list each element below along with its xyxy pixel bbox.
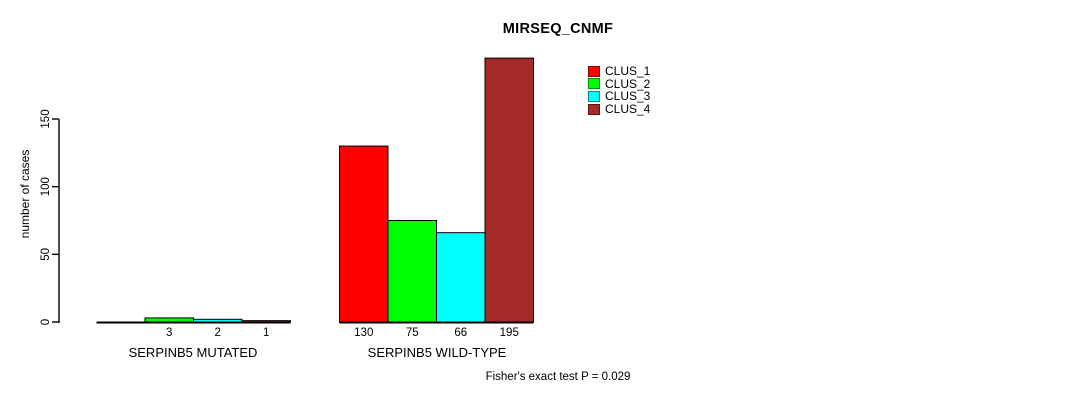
bar-clus_4	[484, 57, 534, 323]
y-axis-label: number of cases	[18, 149, 32, 239]
bar-count-label: 3	[166, 327, 172, 339]
group-label-mutated: SERPINB5 MUTATED	[128, 345, 258, 360]
bar-count-label: 66	[454, 327, 467, 339]
bar-count-label: 1	[263, 327, 269, 339]
bar-count-label: 2	[215, 327, 221, 339]
y-tick-label: 0	[40, 319, 52, 325]
legend-item-clus_2: CLUS_2	[588, 78, 650, 91]
legend-label: CLUS_2	[605, 76, 651, 91]
legend-label: CLUS_1	[605, 64, 651, 79]
legend-item-clus_1: CLUS_1	[588, 65, 650, 78]
legend: CLUS_1 CLUS_2 CLUS_3 CLUS_4	[588, 65, 650, 115]
group-label-wildtype: SERPINB5 WILD-TYPE	[367, 345, 507, 360]
legend-color-swatch	[588, 65, 600, 77]
bar-clus_3	[436, 232, 486, 323]
legend-label: CLUS_4	[605, 102, 651, 117]
bar-count-label: 75	[406, 327, 419, 339]
y-tick-label: 100	[40, 177, 52, 196]
y-tick-label: 150	[40, 109, 52, 128]
bar-count-label: 130	[354, 327, 373, 339]
bar-clus_1	[339, 145, 389, 323]
y-tick-label: 50	[40, 248, 52, 261]
legend-item-clus_3: CLUS_3	[588, 90, 650, 103]
fisher-test-annotation: Fisher's exact test P = 0.029	[485, 371, 631, 383]
chart-title: MIRSEQ_CNMF	[502, 21, 614, 37]
legend-color-swatch	[588, 90, 600, 102]
legend-label: CLUS_3	[605, 89, 651, 104]
bar-clus_2	[387, 220, 437, 323]
legend-color-swatch	[588, 78, 600, 90]
legend-item-clus_4: CLUS_4	[588, 103, 650, 116]
bar-clus_2	[144, 317, 194, 323]
bar-count-label: 195	[500, 327, 519, 339]
legend-color-swatch	[588, 103, 600, 115]
